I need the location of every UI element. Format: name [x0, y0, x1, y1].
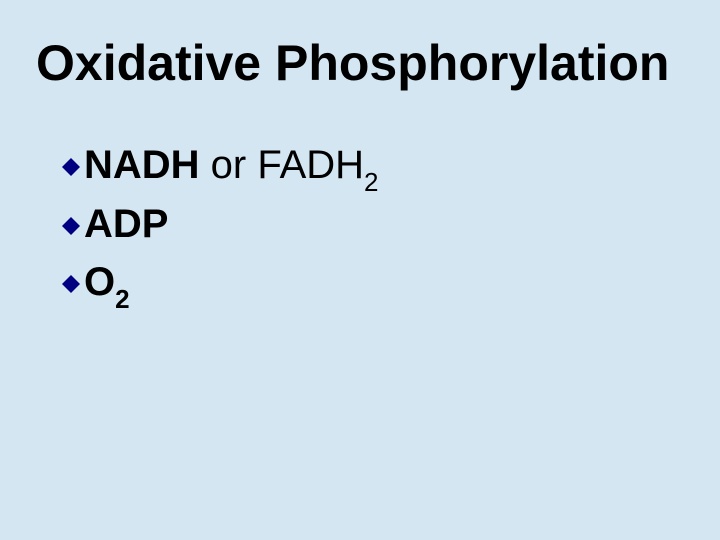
list-item: O2: [62, 257, 684, 312]
subscript-part: 2: [364, 167, 378, 197]
bullet-icon: [62, 158, 80, 176]
bullet-icon: [62, 275, 80, 293]
list-item: NADH or FADH2: [62, 140, 684, 195]
subscript-part: 2: [115, 284, 129, 314]
bullet-text: O2: [84, 257, 130, 312]
slide: Oxidative Phosphorylation NADH or FADH2 …: [0, 0, 720, 540]
normal-part: or FADH: [200, 143, 364, 187]
bullet-list: NADH or FADH2 ADP O2: [36, 140, 684, 312]
bullet-text: NADH or FADH2: [84, 140, 379, 195]
slide-title: Oxidative Phosphorylation: [36, 34, 684, 92]
bullet-text: ADP: [84, 199, 168, 254]
bold-part: NADH: [84, 143, 200, 187]
list-item: ADP: [62, 199, 684, 254]
bullet-icon: [62, 217, 80, 235]
bold-part: O: [84, 260, 115, 304]
bold-part: ADP: [84, 202, 168, 246]
